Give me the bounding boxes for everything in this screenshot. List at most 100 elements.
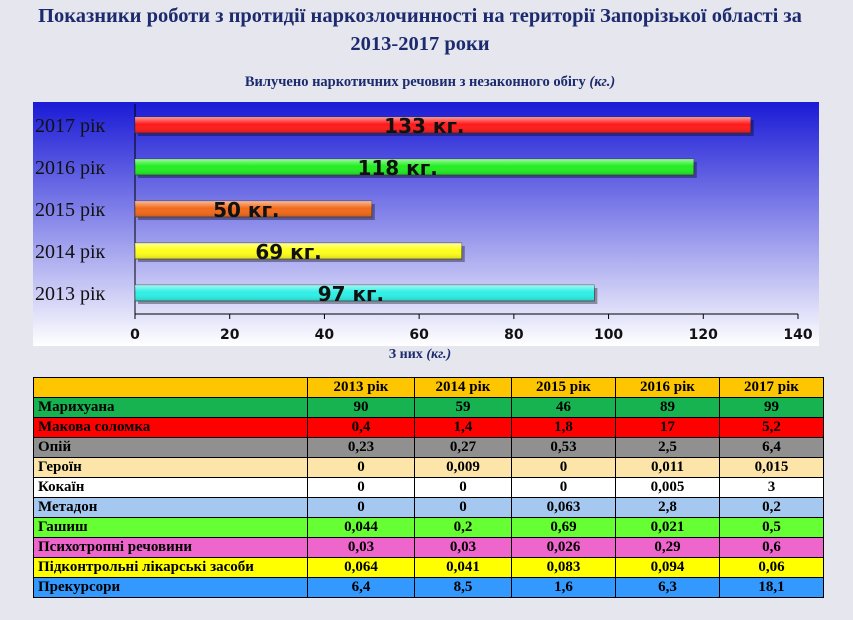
table-row: Метадон 0 0 0,063 2,8 0,2 [33,497,824,518]
category-label: 2013 рік [35,283,106,305]
table-row: Гашиш 0,044 0,2 0,69 0,021 0,5 [33,517,824,538]
table-cell: 0,23 [307,437,415,458]
table-cell: 0,03 [414,537,512,558]
bar-chart: 133 кг. 2017 рік 118 кг. 2016 рік 50 кг. 2015… [33,102,819,346]
table-cell: 0,009 [414,457,512,478]
table-row: Марихуана 90 59 46 89 99 [33,397,824,418]
seizures-table: 2013 рік 2014 рік 2015 рік 2016 рік 2017… [33,377,824,598]
table-cell: 8,5 [414,577,512,598]
table-cell: 0 [414,477,512,498]
table-cell: 0 [414,497,512,518]
table-row-label: Прекурсори [33,577,308,598]
bar-chart-svg: 133 кг. 2017 рік 118 кг. 2016 рік 50 кг. 2015… [33,102,819,346]
table-row-label: Кокаїн [33,477,308,498]
table-row: Опій 0,23 0,27 0,53 2,5 6,4 [33,437,824,458]
table-cell: 0,03 [307,537,415,558]
bar-highlight [135,201,372,217]
chart-background [33,102,819,346]
table-cell: 0,69 [511,517,616,538]
bar-highlight [135,243,462,259]
table-cell: 0,2 [414,517,512,538]
table-cell: 0 [307,477,415,498]
table-cell: 5,2 [719,417,824,438]
category-label: 2017 рік [35,115,106,137]
chart-title-unit: (кг.) [589,74,616,90]
page-title: Показники роботи з протидії наркозлочинн… [38,5,802,55]
table-cell: 59 [414,397,512,418]
table-cell: 0,044 [307,517,415,538]
table-cell: 17 [615,417,720,438]
x-tick-label: 60 [409,327,429,343]
table-row-label: Гашиш [33,517,308,538]
table-cell: 99 [719,397,824,418]
table-cell: 0,06 [719,557,824,578]
table-cell: 1,4 [414,417,512,438]
table-cell: 0,27 [414,437,512,458]
table-cell: 0,2 [719,497,824,518]
table-row: Кокаїн 0 0 0 0,005 3 [33,477,824,498]
x-tick-label: 40 [315,327,335,343]
bar-data-label: 50 кг. [213,198,279,222]
table-cell: 0,011 [615,457,720,478]
table-cell: 6,4 [719,437,824,458]
table-cell: 2,8 [615,497,720,518]
table-cell: 0,064 [307,557,415,578]
table-header-row: 2013 рік 2014 рік 2015 рік 2016 рік 2017… [33,377,824,398]
chart-title-main: Вилучено наркотичних речовин з незаконно… [244,74,586,90]
table-cell: 0 [307,457,415,478]
table-cell: 89 [615,397,720,418]
table-cell: 6,4 [307,577,415,598]
table-header-cell: 2017 рік [719,377,824,398]
table-cell: 1,6 [511,577,616,598]
bar-highlight [135,285,595,301]
x-tick-label: 0 [130,327,140,343]
x-axis-title-unit: (кг.) [426,347,452,362]
table-row-label: Опій [33,437,308,458]
table-cell: 0,026 [511,537,616,558]
table-cell: 0,083 [511,557,616,578]
table-cell: 90 [307,397,415,418]
table-cell: 0,6 [719,537,824,558]
table-cell: 0,041 [414,557,512,578]
table-cell: 1,8 [511,417,616,438]
x-tick-label: 20 [220,327,240,343]
x-axis-title: З них (кг.) [340,347,500,363]
category-label: 2016 рік [35,157,106,179]
table-cell: 0,021 [615,517,720,538]
table-cell: 0,4 [307,417,415,438]
x-axis-title-main: З них [388,347,423,362]
x-tick-label: 100 [594,327,623,343]
table-row-label: Підконтрольні лікарські засоби [33,557,308,578]
table-header-cell: 2016 рік [615,377,720,398]
table-cell: 0,015 [719,457,824,478]
category-label: 2015 рік [35,199,106,221]
bar-highlight [135,159,694,175]
chart-title: Вилучено наркотичних речовин з незаконно… [130,74,730,91]
table-cell: 2,5 [615,437,720,458]
bar-data-label: 133 кг. [384,114,464,138]
table-row: Макова соломка 0,4 1,4 1,8 17 5,2 [33,417,824,438]
table-cell: 18,1 [719,577,824,598]
table-cell: 0,063 [511,497,616,518]
x-tick-label: 140 [783,327,812,343]
table-row-label: Макова соломка [33,417,308,438]
table-header-cell: 2014 рік [414,377,512,398]
table-row: Героїн 0 0,009 0 0,011 0,015 [33,457,824,478]
table-cell: 0 [511,477,616,498]
table-cell: 3 [719,477,824,498]
table-row-label: Метадон [33,497,308,518]
table-header-cell: 2013 рік [307,377,415,398]
table-header-cell [33,377,308,398]
table-cell: 0,53 [511,437,616,458]
table-cell: 6,3 [615,577,720,598]
table-row: Психотропні речовини 0,03 0,03 0,026 0,29 0,6 [33,537,824,558]
table-cell: 0 [307,497,415,518]
table-cell: 0,29 [615,537,720,558]
table-row-label: Психотропні речовини [33,537,308,558]
bar-data-label: 69 кг. [255,240,321,264]
table-cell: 0,094 [615,557,720,578]
bar-highlight [135,117,751,133]
table-row: Прекурсори 6,4 8,5 1,6 6,3 18,1 [33,577,824,598]
x-tick-label: 120 [689,327,718,343]
table-cell: 0,5 [719,517,824,538]
